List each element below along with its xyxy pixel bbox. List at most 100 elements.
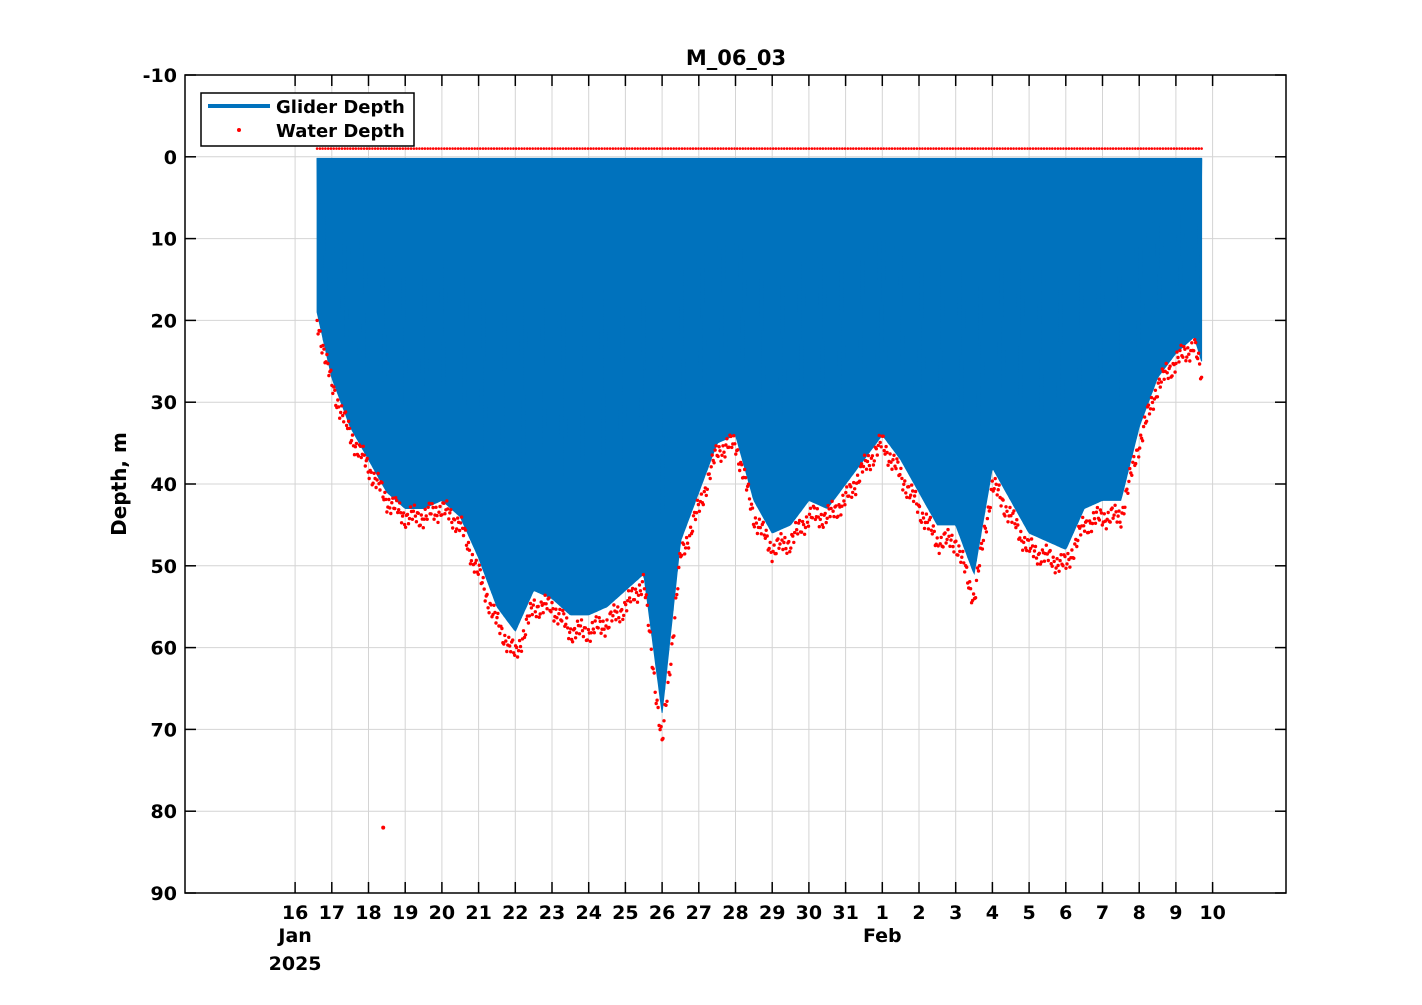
water-depth-point [947,534,951,538]
water-depth-point [483,599,487,603]
water-depth-surface-point [979,147,982,150]
water-depth-surface-point [929,147,932,150]
water-depth-surface-point [335,147,338,150]
water-depth-surface-point [346,147,349,150]
water-depth-point [729,434,733,439]
water-depth-point [1130,473,1134,477]
water-depth-point [732,434,736,438]
water-depth-point [1159,380,1164,384]
water-depth-point [658,727,662,732]
water-depth-surface-point [536,147,540,150]
water-depth-surface-point [349,147,352,150]
water-depth-point [424,514,428,518]
water-depth-point [956,553,960,557]
water-depth-point [564,622,568,626]
water-depth-point [932,529,936,534]
water-depth-point [1086,530,1091,535]
water-depth-point [708,476,712,481]
water-depth-point [1025,548,1029,553]
water-depth-point [1061,564,1065,568]
water-depth-surface-point [794,147,797,150]
water-depth-point [962,561,966,565]
water-depth-surface-point [420,147,424,150]
water-depth-surface-point [644,147,648,150]
water-depth-point [1173,370,1177,374]
water-depth-point [1137,455,1141,459]
water-depth-surface-point [1056,147,1060,150]
water-depth-surface-point [780,147,783,150]
water-depth-point [617,616,621,620]
water-depth-point [470,552,475,557]
water-depth-surface-point [860,147,863,150]
water-depth-point [860,470,865,474]
water-depth-point [581,634,586,639]
water-depth-surface-point [1106,147,1109,150]
water-depth-surface-point [542,147,546,150]
water-depth-point [1139,433,1143,437]
water-depth-point [793,530,797,535]
water-depth-point [589,631,593,635]
water-depth-point [556,622,560,626]
water-depth-surface-point [564,147,568,150]
water-depth-surface-point [832,147,836,150]
water-depth-surface-point [915,147,919,150]
water-depth-point [1026,538,1031,542]
water-depth-surface-point [650,147,653,150]
water-depth-point [562,612,566,616]
water-depth-point [713,448,717,452]
water-depth-point [674,596,678,600]
water-depth-surface-point [934,147,938,150]
water-depth-point [851,490,855,495]
water-depth-point [799,530,804,534]
y-tick-label: 20 [151,310,177,332]
water-depth-point [1064,566,1068,570]
water-depth-surface-point [1147,147,1151,150]
water-depth-point [874,447,878,451]
water-depth-point [1084,519,1089,523]
water-depth-point [603,634,607,638]
water-depth-surface-point [708,147,711,150]
water-depth-point [714,444,718,448]
water-depth-point [675,592,679,597]
water-depth-point [468,562,473,566]
water-depth-surface-point [1075,147,1079,150]
water-depth-point [423,507,427,511]
water-depth-point [763,536,767,540]
water-depth-point [1106,510,1110,515]
water-depth-point [481,575,485,580]
water-depth-surface-point [857,147,861,150]
water-depth-surface-point [379,147,383,150]
water-depth-point [472,570,477,574]
x-tick-label: 25 [612,902,638,924]
water-depth-point [791,534,795,538]
water-depth-point [666,680,670,685]
water-depth-point [696,502,701,507]
water-depth-point [828,514,832,519]
water-depth-point [384,497,388,502]
water-depth-surface-point [677,147,681,150]
water-depth-surface-point [1197,147,1201,150]
water-depth-surface-point [1109,147,1112,150]
water-depth-surface-point [788,147,792,150]
water-depth-point [591,627,595,631]
water-depth-surface-point [465,147,468,150]
water-depth-surface-point [1009,147,1013,150]
water-depth-point [686,546,691,550]
water-depth-point [999,504,1003,508]
water-depth-point [547,596,551,600]
water-depth-point [487,611,491,615]
water-depth-point [1053,571,1057,575]
x-tick-label: 24 [575,902,601,924]
water-depth-point [347,426,352,431]
water-depth-point [566,626,570,630]
water-depth-point [1176,355,1180,360]
water-depth-point [654,701,658,706]
water-depth-surface-point [376,147,380,150]
water-depth-point [655,698,659,702]
water-depth-point [408,505,413,509]
water-depth-surface-point [1015,147,1018,150]
y-tick-label: 30 [151,392,177,414]
water-depth-surface-point [556,147,559,150]
water-depth-surface-point [1111,147,1115,150]
